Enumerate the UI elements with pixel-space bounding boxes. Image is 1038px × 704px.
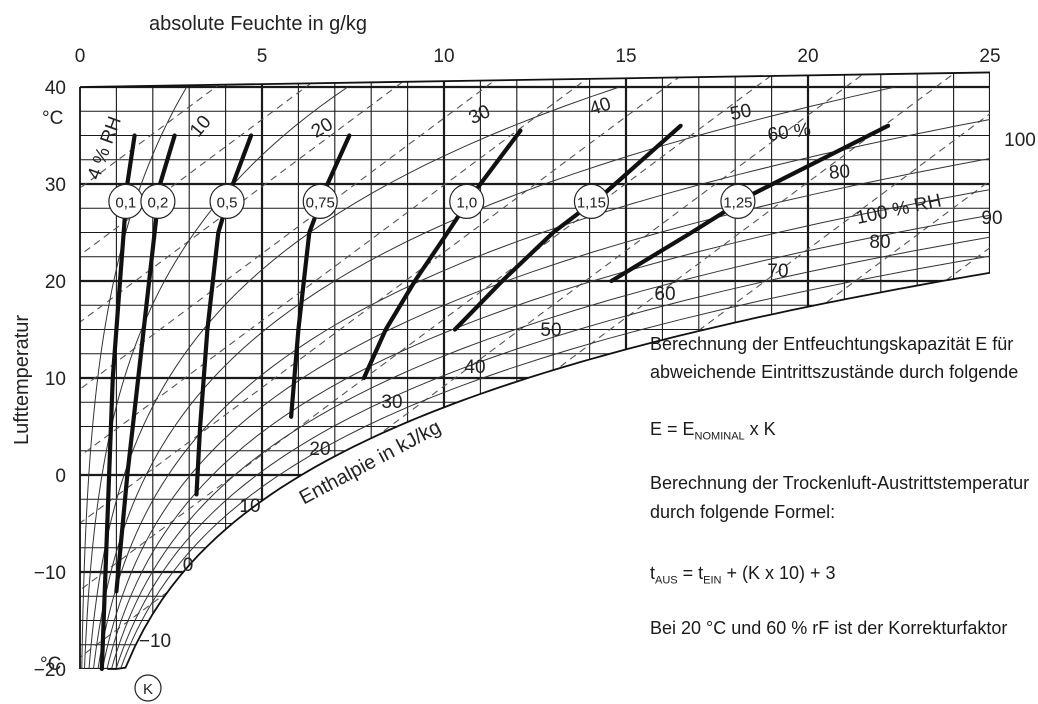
y-tick-label: 10 bbox=[45, 369, 66, 390]
x-tick-label: 25 bbox=[979, 46, 1000, 67]
rh-curve bbox=[101, 86, 990, 669]
k-point-label: K bbox=[143, 681, 153, 698]
note-line-5: Bei 20 °C und 60 % rF ist der Korrekturf… bbox=[650, 618, 1008, 638]
y-tick-label: 0 bbox=[55, 466, 66, 487]
x-tick-label: 20 bbox=[797, 46, 818, 67]
enthalpy-line bbox=[80, 72, 781, 669]
enthalpy-value-label: 20 bbox=[309, 439, 330, 460]
y-tick-label: 30 bbox=[45, 175, 66, 196]
enthalpy-value-label: 0 bbox=[183, 555, 194, 576]
enthalpy-line bbox=[599, 72, 990, 669]
rh-curve bbox=[92, 86, 896, 669]
rh-label: 20 bbox=[308, 114, 337, 143]
rh-label: 100 % RH bbox=[854, 190, 943, 229]
correction-factor-circle bbox=[302, 183, 338, 219]
enthalpy-value-label: −10 bbox=[139, 631, 171, 652]
formula-capacity-rhs: x K bbox=[744, 419, 776, 439]
correction-factor-label: 1,0 bbox=[456, 194, 477, 211]
rh-label: 50 bbox=[728, 100, 753, 125]
correction-factor-label: 0,1 bbox=[115, 194, 136, 211]
enthalpy-value-label: 30 bbox=[381, 392, 402, 413]
correction-curve bbox=[289, 133, 352, 419]
correction-factor-circle bbox=[140, 183, 176, 219]
y-tick-label: −10 bbox=[34, 563, 66, 584]
y-unit-bottom: °C bbox=[40, 654, 61, 675]
enthalpy-line bbox=[419, 72, 990, 669]
enthalpy-value-label: 40 bbox=[464, 357, 485, 378]
correction-curve bbox=[452, 123, 683, 332]
rh-label: 30 bbox=[466, 101, 494, 129]
enthalpy-line bbox=[959, 72, 990, 669]
enthalpy-line bbox=[149, 72, 990, 669]
rh-curve bbox=[97, 86, 990, 669]
correction-factor-circle bbox=[449, 183, 485, 219]
correction-factor-circle bbox=[720, 183, 756, 219]
k-point-circle bbox=[134, 674, 162, 702]
correction-factor-circle bbox=[573, 183, 610, 219]
enthalpy-line bbox=[80, 72, 511, 669]
rh-curve bbox=[81, 86, 188, 669]
x-tick-label: 5 bbox=[257, 46, 268, 67]
formula-capacity-sub: NOMINAL bbox=[694, 430, 745, 443]
formula-rhs: + (K x 10) + 3 bbox=[721, 563, 836, 583]
y-tick-label: −20 bbox=[34, 660, 66, 681]
enthalpy-axis-title: Enthalpie in kJ/kg bbox=[296, 416, 445, 509]
note-line-4: durch folgende Formel: bbox=[650, 502, 836, 522]
correction-factor-label: 1,25 bbox=[723, 194, 752, 211]
top-axis-title: absolute Feuchte in g/kg bbox=[149, 13, 367, 35]
saturation-curve bbox=[107, 271, 991, 670]
top-boundary-line bbox=[79, 71, 991, 88]
formula-t-ein: = t bbox=[677, 563, 704, 583]
correction-factor-label: 0,2 bbox=[147, 194, 168, 211]
rh-curve bbox=[115, 86, 990, 669]
correction-curve bbox=[361, 128, 523, 381]
formula-t-aus: t bbox=[650, 563, 656, 583]
rh-label: 10 bbox=[186, 112, 216, 142]
formula-capacity-lhs: E = E bbox=[650, 419, 695, 439]
correction-factor-label: 0,5 bbox=[217, 194, 238, 211]
note-line-2: abweichende Eintrittszustände durch folg… bbox=[650, 362, 1019, 382]
formula-outlet-temp: tAUS = tEIN + (K x 10) + 3 bbox=[650, 561, 1038, 593]
y-unit-top: °C bbox=[42, 108, 63, 129]
rh-label: 80 bbox=[828, 161, 851, 184]
y-axis-title: Lufttemperatur bbox=[11, 315, 33, 445]
enthalpy-line bbox=[80, 72, 961, 669]
correction-factor-label: 0,75 bbox=[306, 194, 335, 211]
correction-curve bbox=[194, 133, 254, 497]
enthalpy-value-label: 60 bbox=[654, 284, 675, 305]
x-tick-label: 10 bbox=[433, 46, 454, 67]
formula-sub-aus: AUS bbox=[655, 574, 678, 587]
rh-curve bbox=[88, 86, 620, 669]
correction-factor-circle bbox=[209, 183, 245, 219]
rh-label: 4 % RH bbox=[84, 114, 126, 183]
rh-curve bbox=[110, 86, 990, 669]
y-tick-label: 20 bbox=[45, 272, 66, 293]
enthalpy-value-label: 100 bbox=[1004, 130, 1036, 151]
enthalpy-value-label: 50 bbox=[540, 320, 561, 341]
x-tick-label: 15 bbox=[615, 46, 636, 67]
enthalpy-value-label: 10 bbox=[239, 496, 260, 517]
enthalpy-value-label: 70 bbox=[767, 261, 788, 282]
x-tick-label: 0 bbox=[75, 46, 86, 67]
formula-sub-ein: EIN bbox=[703, 574, 722, 587]
correction-factor-label: 1,15 bbox=[577, 194, 606, 211]
rh-curve bbox=[106, 86, 990, 669]
rh-label: 40 bbox=[587, 94, 614, 121]
enthalpy-value-label: 80 bbox=[869, 232, 890, 253]
rh-label: 60 % bbox=[766, 119, 812, 146]
note-line-1: Berechnung der Entfeuchtungskapazität E … bbox=[650, 334, 1014, 354]
correction-curve bbox=[114, 133, 177, 594]
correction-curve bbox=[609, 123, 891, 284]
enthalpy-line bbox=[329, 72, 990, 669]
rh-curve bbox=[119, 86, 990, 669]
formula-capacity: E = ENOMINAL x K bbox=[650, 417, 1038, 449]
note-line-3: Berechnung der Trockenluft-Austrittstemp… bbox=[650, 473, 1030, 493]
enthalpy-line bbox=[779, 72, 990, 669]
enthalpy-value-label: 90 bbox=[981, 208, 1002, 229]
y-tick-label: 40 bbox=[45, 78, 66, 99]
